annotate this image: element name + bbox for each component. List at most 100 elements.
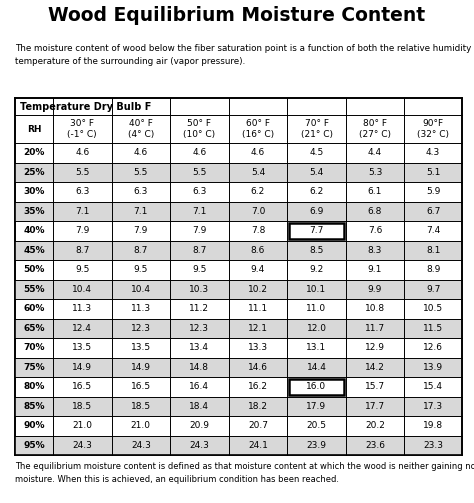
Text: 12.0: 12.0 xyxy=(307,324,327,333)
Text: 20.2: 20.2 xyxy=(365,421,385,430)
Text: 13.4: 13.4 xyxy=(190,343,210,352)
Text: 9.5: 9.5 xyxy=(134,265,148,274)
Text: 6.9: 6.9 xyxy=(310,207,324,216)
Text: 4.5: 4.5 xyxy=(310,148,324,157)
Text: 14.9: 14.9 xyxy=(131,363,151,372)
Text: 50%: 50% xyxy=(23,265,45,274)
Bar xyxy=(16,280,462,299)
Text: 24.1: 24.1 xyxy=(248,441,268,450)
Text: 4.6: 4.6 xyxy=(251,148,265,157)
Text: The equilibrium moisture content is defined as that moisture content at which th: The equilibrium moisture content is defi… xyxy=(15,462,474,483)
Text: 4.6: 4.6 xyxy=(134,148,148,157)
Text: 95%: 95% xyxy=(23,441,45,450)
Text: 18.4: 18.4 xyxy=(190,402,210,411)
Text: Wood Equilibrium Moisture Content: Wood Equilibrium Moisture Content xyxy=(48,6,426,25)
Text: 7.0: 7.0 xyxy=(251,207,265,216)
Text: 10.8: 10.8 xyxy=(365,304,385,313)
Text: 24.3: 24.3 xyxy=(73,441,92,450)
Bar xyxy=(289,378,344,395)
Bar xyxy=(16,397,462,415)
Text: 23.6: 23.6 xyxy=(365,441,385,450)
Text: 8.7: 8.7 xyxy=(192,246,207,255)
Text: 11.0: 11.0 xyxy=(306,304,327,313)
Text: 7.9: 7.9 xyxy=(134,226,148,235)
Text: 5.9: 5.9 xyxy=(426,187,440,196)
Text: 45%: 45% xyxy=(23,246,45,255)
Text: 9.1: 9.1 xyxy=(368,265,382,274)
Text: 7.9: 7.9 xyxy=(192,226,207,235)
Text: 75%: 75% xyxy=(23,363,45,372)
Text: 8.1: 8.1 xyxy=(426,246,440,255)
Text: 60%: 60% xyxy=(23,304,45,313)
Text: 13.3: 13.3 xyxy=(248,343,268,352)
Text: 12.3: 12.3 xyxy=(131,324,151,333)
Text: 9.2: 9.2 xyxy=(310,265,324,274)
Text: 70%: 70% xyxy=(23,343,45,352)
Text: 6.8: 6.8 xyxy=(368,207,382,216)
Text: 6.3: 6.3 xyxy=(75,187,90,196)
Text: 40° F
(4° C): 40° F (4° C) xyxy=(128,119,154,139)
Text: 10.5: 10.5 xyxy=(423,304,443,313)
Text: 11.5: 11.5 xyxy=(423,324,443,333)
Text: 16.2: 16.2 xyxy=(248,382,268,391)
Text: 50° F
(10° C): 50° F (10° C) xyxy=(183,119,216,139)
Text: 55%: 55% xyxy=(23,285,45,294)
Text: 9.5: 9.5 xyxy=(192,265,207,274)
Bar xyxy=(15,98,462,455)
Text: 7.1: 7.1 xyxy=(75,207,90,216)
Text: 10.3: 10.3 xyxy=(189,285,210,294)
Text: 4.6: 4.6 xyxy=(75,148,90,157)
Text: 12.4: 12.4 xyxy=(73,324,92,333)
Text: 7.6: 7.6 xyxy=(368,226,382,235)
Text: 90%: 90% xyxy=(23,421,45,430)
Text: 13.5: 13.5 xyxy=(131,343,151,352)
Text: 18.5: 18.5 xyxy=(131,402,151,411)
Text: 12.1: 12.1 xyxy=(248,324,268,333)
Text: 5.4: 5.4 xyxy=(251,167,265,177)
Text: 65%: 65% xyxy=(23,324,45,333)
Text: 20.7: 20.7 xyxy=(248,421,268,430)
Text: 9.9: 9.9 xyxy=(368,285,382,294)
Text: 5.5: 5.5 xyxy=(75,167,90,177)
Text: 5.1: 5.1 xyxy=(426,167,440,177)
Text: 12.9: 12.9 xyxy=(365,343,385,352)
Text: 6.2: 6.2 xyxy=(310,187,324,196)
Text: 14.8: 14.8 xyxy=(190,363,210,372)
Text: 5.4: 5.4 xyxy=(310,167,324,177)
Text: 8.7: 8.7 xyxy=(134,246,148,255)
Text: 17.7: 17.7 xyxy=(365,402,385,411)
Text: 40%: 40% xyxy=(23,226,45,235)
Text: 12.6: 12.6 xyxy=(423,343,443,352)
Text: 9.5: 9.5 xyxy=(75,265,90,274)
Bar xyxy=(16,163,462,182)
Text: 70° F
(21° C): 70° F (21° C) xyxy=(301,119,332,139)
Text: 90°F
(32° C): 90°F (32° C) xyxy=(417,119,449,139)
Text: 8.7: 8.7 xyxy=(75,246,90,255)
Text: 20%: 20% xyxy=(23,148,45,157)
Text: 4.4: 4.4 xyxy=(368,148,382,157)
Text: 80%: 80% xyxy=(23,382,45,391)
Text: 21.0: 21.0 xyxy=(72,421,92,430)
Text: 7.4: 7.4 xyxy=(426,226,440,235)
Text: 7.1: 7.1 xyxy=(192,207,207,216)
Text: 14.6: 14.6 xyxy=(248,363,268,372)
Text: 20.5: 20.5 xyxy=(307,421,327,430)
Text: 14.2: 14.2 xyxy=(365,363,385,372)
Bar xyxy=(16,241,462,260)
Text: 8.3: 8.3 xyxy=(368,246,382,255)
Text: 30° F
(-1° C): 30° F (-1° C) xyxy=(67,119,97,139)
Text: 11.2: 11.2 xyxy=(190,304,210,313)
Text: 17.3: 17.3 xyxy=(423,402,443,411)
Text: 14.9: 14.9 xyxy=(72,363,92,372)
Text: 8.6: 8.6 xyxy=(251,246,265,255)
Text: 4.6: 4.6 xyxy=(192,148,207,157)
Text: 18.5: 18.5 xyxy=(72,402,92,411)
Text: 24.3: 24.3 xyxy=(131,441,151,450)
Text: 17.9: 17.9 xyxy=(306,402,327,411)
Text: 35%: 35% xyxy=(23,207,45,216)
Bar xyxy=(16,358,462,377)
Text: 10.2: 10.2 xyxy=(248,285,268,294)
Text: 10.1: 10.1 xyxy=(306,285,327,294)
Text: 11.3: 11.3 xyxy=(131,304,151,313)
Text: 13.9: 13.9 xyxy=(423,363,443,372)
